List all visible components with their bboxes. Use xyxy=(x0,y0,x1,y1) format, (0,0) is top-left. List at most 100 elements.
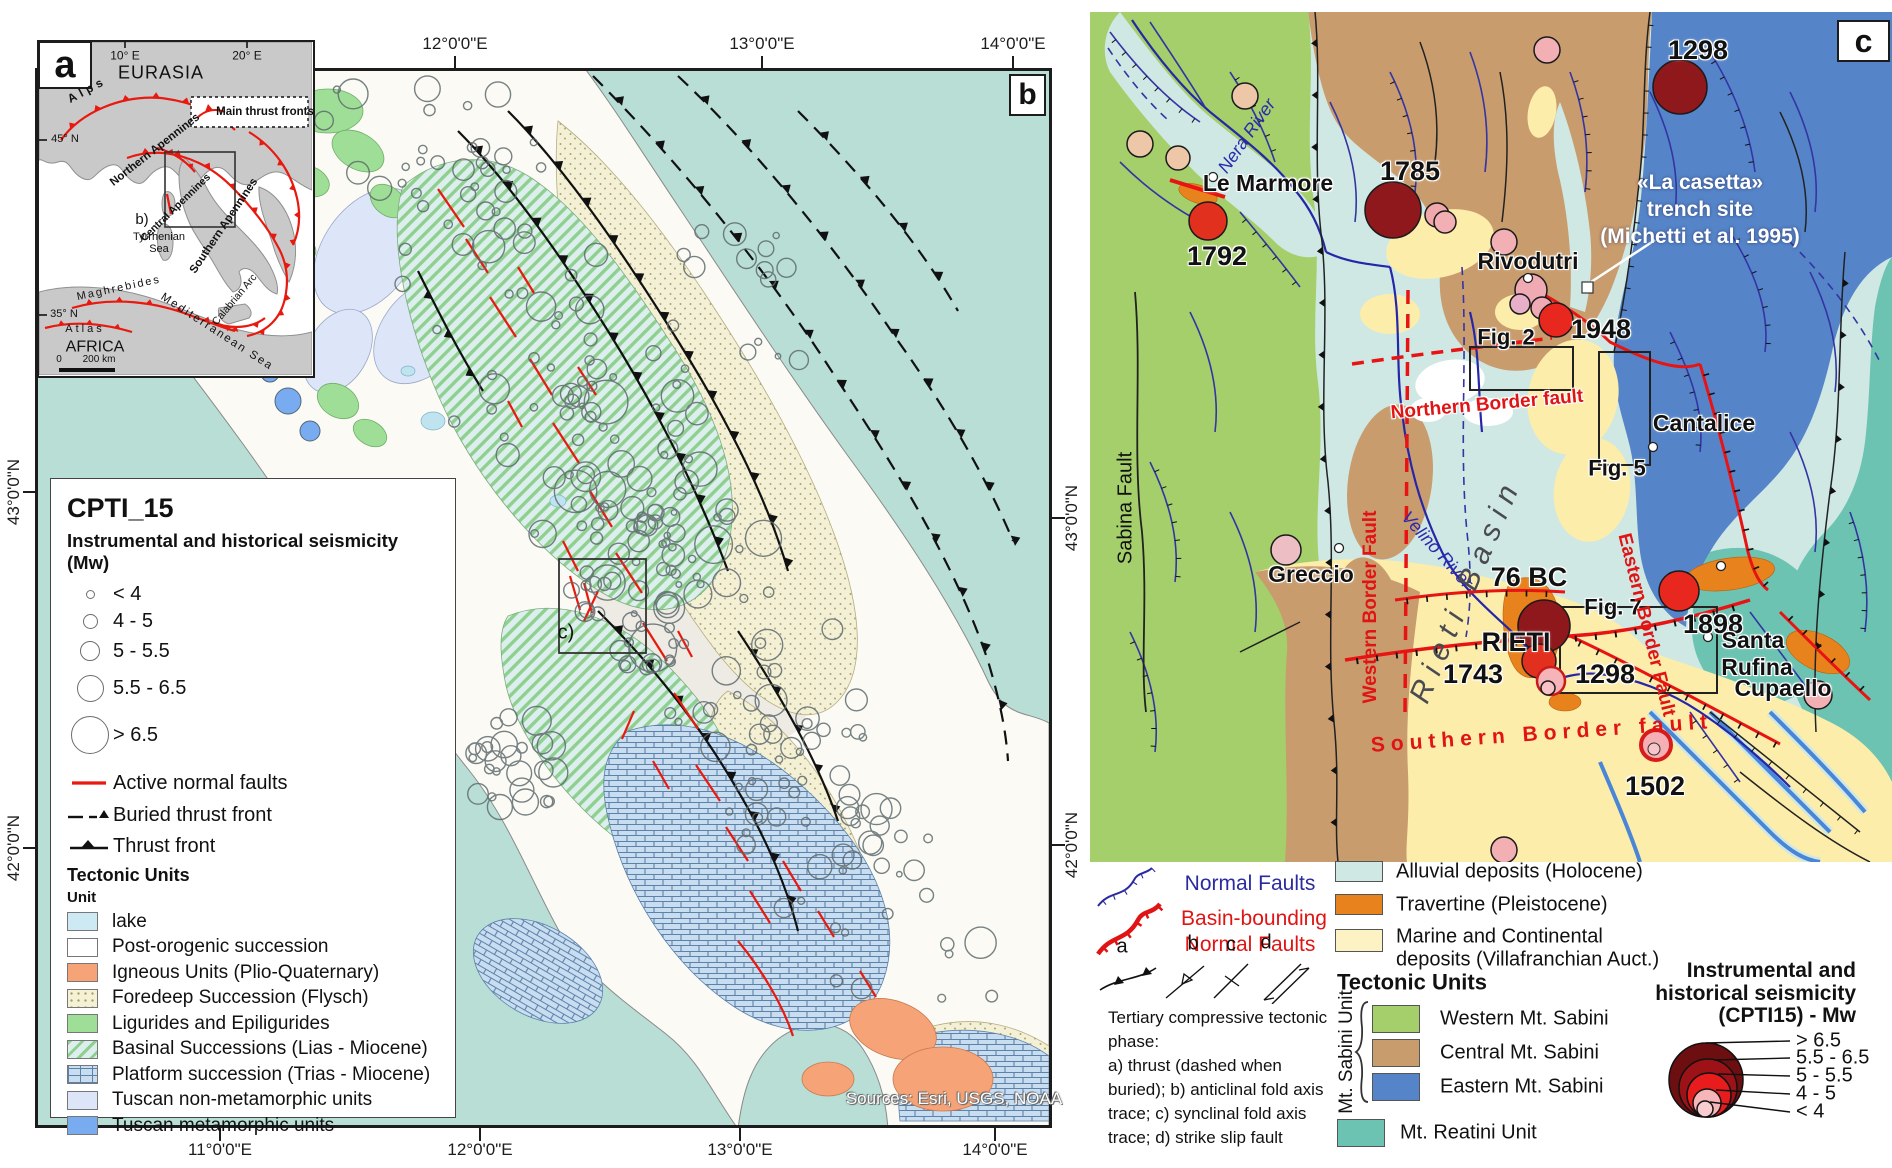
panel-c-tag-letter: c xyxy=(1854,22,1873,59)
quake-label-1298-north: 1298 xyxy=(1667,34,1729,65)
quake-label-1743: 1743 xyxy=(1442,658,1504,689)
place-label-le-marmore: Le Marmore xyxy=(1202,169,1334,196)
axis-left-42n: 42°0'0"N xyxy=(4,814,24,882)
unit-row-label: Tuscan non-metamorphic units xyxy=(112,1089,373,1111)
tick-bottom-13e xyxy=(739,1128,741,1141)
western-sabini-swatch xyxy=(1372,1005,1420,1033)
panel-b-tag-letter: b xyxy=(1018,78,1037,111)
alluvial-label: Alluvial deposits (Holocene) xyxy=(1396,860,1643,883)
tick-top-14e xyxy=(1012,56,1014,69)
africa-label: AFRICA xyxy=(65,338,125,356)
seis-title-line2: historical seismicity xyxy=(1655,981,1856,1005)
unit-row: Platform succession (Trias - Miocene) xyxy=(67,1062,439,1088)
fig7-label: Fig. 7 xyxy=(1584,594,1642,620)
central-sabini-swatch xyxy=(1372,1039,1420,1067)
panel-c-map: c xyxy=(1090,12,1892,862)
mw-label: 5.5 - 6.5 xyxy=(113,676,187,699)
tyrrhenian-label-1: Tyrrhenian xyxy=(133,231,185,244)
tuscan-meta-swatch xyxy=(67,1116,98,1136)
place-label-rufina: Rufina xyxy=(1721,653,1793,680)
mw-c-label-gt65: > 6.5 xyxy=(1796,1029,1842,1052)
mw-circle-gt65 xyxy=(71,716,109,754)
lake-swatch xyxy=(67,912,98,932)
buried-thrust-icon xyxy=(67,808,113,822)
igneous-swatch xyxy=(67,963,98,983)
b-extent-label: b) xyxy=(135,211,149,229)
place-label-cantalice: Cantalice xyxy=(1652,409,1756,436)
unit-row-label: Platform succession (Trias - Miocene) xyxy=(112,1063,431,1085)
panel-a-canvas xyxy=(38,41,313,376)
tuscan-nonmeta-swatch xyxy=(67,1090,98,1110)
inset-lon-10e: 10° E xyxy=(110,48,140,63)
marine-label-2: deposits (Villafranchian Auct.) xyxy=(1396,948,1660,971)
sabini-brace xyxy=(1354,1001,1369,1103)
thrust-front-icon xyxy=(67,839,113,853)
tyrrhenian-label-2: Sea xyxy=(149,243,169,256)
place-label-cupaello: Cupaello xyxy=(1734,674,1832,701)
place-label-greccio: Greccio xyxy=(1268,560,1354,587)
phase-line: phase: xyxy=(1108,1032,1160,1051)
scale-zero: 0 xyxy=(56,353,62,365)
seis-title-line3: (CPTI15) - Mw xyxy=(1718,1003,1856,1027)
mw-circle-5-55 xyxy=(80,641,100,661)
axis-left-43n: 43°0'0"N xyxy=(4,458,24,526)
unit-row: lake xyxy=(67,909,439,935)
unit-row-label: Igneous Units (Plio-Quaternary) xyxy=(112,961,380,983)
unit-row: Basinal Successions (Lias - Miocene) xyxy=(67,1037,439,1063)
travertine-label: Travertine (Pleistocene) xyxy=(1396,893,1608,916)
tectonic-units-title-c: Tectonic Units xyxy=(1337,969,1487,995)
tectonic-units-title: Tectonic Units xyxy=(67,865,190,885)
sabina-fault-label: Sabina Fault xyxy=(1114,451,1137,565)
unit-row: Foredeep Succession (Flysch) xyxy=(67,986,439,1012)
tick-bottom-12e xyxy=(479,1128,481,1141)
symbol-a-label: a xyxy=(1116,935,1128,958)
panel-c-tag: c xyxy=(1837,20,1890,62)
mw-circle-4-5 xyxy=(82,613,98,629)
panel-a-tag: a xyxy=(38,41,92,89)
axis-bottom-11e: 11°0'0"E xyxy=(188,1140,252,1160)
mw-circle-55-65 xyxy=(76,674,104,702)
symbol-c-label: c xyxy=(1226,933,1236,956)
basin-bounding-label-1: Basin-bounding xyxy=(1181,906,1327,930)
marine-swatch xyxy=(1335,929,1383,952)
mw-c-label-55-65: 5.5 - 6.5 xyxy=(1796,1046,1870,1069)
sources-text: Sources: Esri, USGS, NOAA xyxy=(845,1089,1063,1109)
seis-title-line1: Instrumental and xyxy=(1686,958,1856,982)
axis-bottom-13e: 13°0'0"E xyxy=(707,1140,773,1160)
active-normal-faults-label: Active normal faults xyxy=(113,771,288,794)
phase-line: Tertiary compressive tectonic xyxy=(1108,1008,1328,1027)
tick-bottom-14e xyxy=(994,1128,996,1141)
phase-line: trace; d) strike slip fault xyxy=(1108,1128,1283,1147)
unit-row-label: Ligurides and Epiligurides xyxy=(112,1012,330,1034)
alluvial-swatch xyxy=(1335,861,1383,882)
mw-c-label-4-5: 4 - 5 xyxy=(1796,1082,1837,1105)
unit-row-label: Post-orogenic succession xyxy=(112,936,329,958)
post-orogenic-swatch xyxy=(67,937,98,957)
axis-bottom-14e: 14°0'0"E xyxy=(962,1140,1028,1160)
tick-top-13e xyxy=(761,56,763,69)
mw-circle-lt4 xyxy=(85,590,95,599)
quake-label-1948: 1948 xyxy=(1570,313,1632,344)
axis-top-14e: 14°0'0"E xyxy=(980,34,1046,54)
panel-c-canvas xyxy=(1090,12,1892,862)
active-normal-fault-icon xyxy=(67,779,113,787)
scale-200km: 200 km xyxy=(82,353,116,365)
reatini-label: Mt. Reatini Unit xyxy=(1400,1121,1537,1144)
atlas-label: Atlas xyxy=(65,323,105,336)
place-label-rivodutri: Rivodutri xyxy=(1477,247,1579,274)
fault-legend-icons xyxy=(1096,867,1164,956)
panel-a-inset: a 10° E 20° E EURASIA Alps 45° N Main th… xyxy=(37,40,315,378)
buried-thrust-label: Buried thrust front xyxy=(113,803,272,826)
axis-right-42n: 42°0'0"N xyxy=(1062,811,1082,879)
legend-title: CPTI_15 xyxy=(67,493,174,523)
axis-right-43n: 43°0'0"N xyxy=(1062,484,1082,552)
phase-line: a) thrust (dashed when xyxy=(1108,1056,1282,1075)
western-sabini-label: Western Mt. Sabini xyxy=(1440,1007,1609,1030)
tick-right-43n xyxy=(1052,517,1065,519)
thrust-front-label: Thrust front xyxy=(113,834,216,857)
tick-bottom-11e xyxy=(219,1128,221,1141)
unit-label: Unit xyxy=(67,889,97,906)
trench-label-line3: (Michetti et al. 1995) xyxy=(1600,224,1800,248)
unit-row-label: Foredeep Succession (Flysch) xyxy=(112,987,369,1009)
